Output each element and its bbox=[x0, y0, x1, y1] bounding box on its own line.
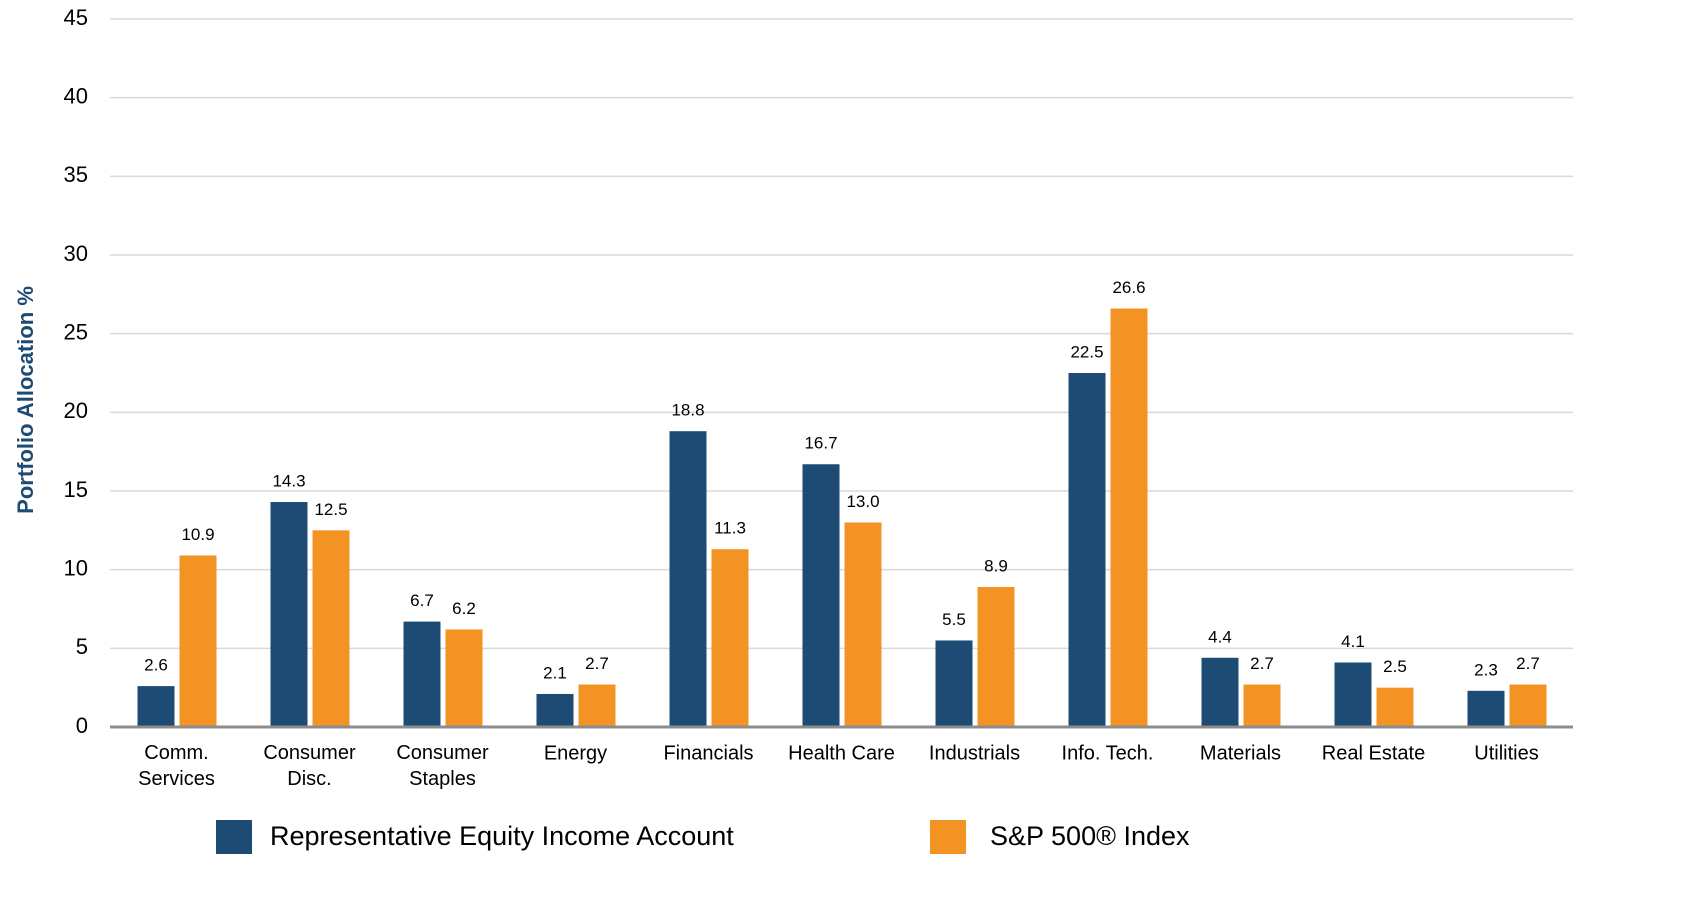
x-tick-label: Real Estate bbox=[1322, 742, 1425, 764]
value-label: 6.2 bbox=[452, 599, 476, 618]
x-tick-label: Comm. Services bbox=[138, 742, 215, 790]
y-tick-label: 5 bbox=[76, 634, 88, 659]
bar bbox=[935, 640, 973, 727]
y-tick-label: 15 bbox=[64, 477, 88, 502]
x-tick-label: Info. Tech. bbox=[1062, 742, 1154, 764]
bar bbox=[445, 629, 483, 727]
value-label: 5.5 bbox=[942, 610, 966, 629]
bar bbox=[536, 693, 574, 727]
value-label: 2.7 bbox=[1516, 654, 1540, 673]
value-label: 6.7 bbox=[410, 591, 434, 610]
bar bbox=[844, 522, 882, 727]
value-label: 16.7 bbox=[804, 434, 837, 453]
bar bbox=[1509, 684, 1547, 727]
legend-label: Representative Equity Income Account bbox=[270, 821, 734, 851]
value-label: 2.3 bbox=[1474, 660, 1498, 679]
value-label: 13.0 bbox=[846, 492, 879, 511]
y-tick-label: 10 bbox=[64, 555, 88, 580]
y-tick-label: 20 bbox=[64, 398, 88, 423]
value-label: 2.7 bbox=[1250, 654, 1274, 673]
value-label: 8.9 bbox=[984, 556, 1008, 575]
y-tick-label: 40 bbox=[64, 83, 88, 108]
x-tick-label: Consumer Staples bbox=[396, 742, 489, 790]
x-tick-label: Consumer Disc. bbox=[263, 742, 356, 790]
value-label: 12.5 bbox=[314, 500, 347, 519]
y-tick-label: 0 bbox=[76, 713, 88, 738]
y-tick-label: 35 bbox=[64, 162, 88, 187]
bar bbox=[179, 555, 217, 727]
bar bbox=[1201, 657, 1239, 727]
value-label: 2.6 bbox=[144, 656, 168, 675]
legend-swatch bbox=[930, 820, 966, 854]
bar bbox=[977, 586, 1015, 727]
value-label: 22.5 bbox=[1070, 342, 1103, 361]
value-label: 18.8 bbox=[671, 401, 704, 420]
bar bbox=[1467, 690, 1505, 727]
bar bbox=[312, 530, 350, 727]
bar bbox=[802, 464, 840, 727]
y-tick-label: 45 bbox=[64, 5, 88, 30]
legend-label: S&P 500® Index bbox=[990, 821, 1190, 851]
value-label: 10.9 bbox=[181, 525, 214, 544]
bar bbox=[669, 431, 707, 727]
value-label: 2.5 bbox=[1383, 657, 1407, 676]
value-label: 14.3 bbox=[272, 471, 305, 490]
bar bbox=[1334, 662, 1372, 727]
legend-swatch bbox=[216, 820, 252, 854]
bar bbox=[270, 502, 308, 727]
x-tick-label: Utilities bbox=[1474, 742, 1538, 764]
bar bbox=[578, 684, 616, 727]
x-tick-label: Energy bbox=[544, 742, 607, 764]
bar bbox=[711, 549, 749, 727]
x-tick-label: Materials bbox=[1200, 742, 1281, 764]
bar bbox=[1068, 373, 1106, 727]
y-tick-label: 25 bbox=[64, 319, 88, 344]
value-label: 11.3 bbox=[714, 519, 746, 538]
x-tick-label: Financials bbox=[663, 742, 753, 764]
x-tick-label: Health Care bbox=[788, 742, 895, 764]
y-tick-label: 30 bbox=[64, 241, 88, 266]
value-label: 4.4 bbox=[1208, 627, 1232, 646]
bar bbox=[137, 686, 175, 727]
x-tick-label: Industrials bbox=[929, 742, 1020, 764]
bar bbox=[1110, 308, 1148, 727]
value-label: 2.1 bbox=[543, 663, 567, 682]
y-axis-label: Portfolio Allocation % bbox=[13, 286, 38, 514]
value-label: 26.6 bbox=[1112, 278, 1145, 297]
value-label: 2.7 bbox=[585, 654, 609, 673]
bar bbox=[1243, 684, 1281, 727]
bar bbox=[1376, 687, 1414, 727]
bar bbox=[403, 621, 441, 727]
value-label: 4.1 bbox=[1341, 632, 1365, 651]
